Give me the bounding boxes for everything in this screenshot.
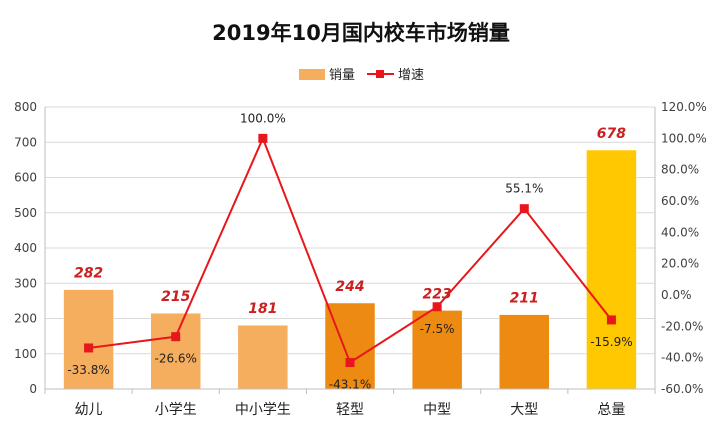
line-point [258, 133, 268, 143]
y-right-tick-label: -20.0% [661, 319, 703, 333]
line-value-label: -43.1% [329, 378, 371, 392]
line-point [345, 358, 355, 368]
line-value-label: -26.6% [154, 352, 196, 366]
y-right-tick-label: 80.0% [661, 163, 699, 177]
y-left-tick-label: 800 [14, 100, 37, 114]
line-value-label: 55.1% [505, 182, 543, 196]
x-tick-label: 中小学生 [235, 402, 291, 418]
y-left-tick-label: 0 [29, 382, 37, 396]
gridlines [45, 106, 655, 355]
y-right-tick-label: 20.0% [661, 257, 699, 271]
bar [237, 324, 289, 390]
y-right-tick-label: 60.0% [661, 194, 699, 208]
bar-value-label: 244 [335, 279, 364, 295]
bar-value-label: 282 [74, 266, 103, 282]
bar-value-label: 678 [597, 126, 626, 142]
x-tick-label: 总量 [597, 402, 625, 418]
line-value-label: -33.8% [67, 363, 109, 377]
line-point [171, 332, 181, 342]
y-left-tick-label: 600 [14, 171, 37, 185]
y-left-tick-label: 400 [14, 241, 37, 255]
y-right-tick-label: 0.0% [661, 288, 692, 302]
y-right-tick-label: -60.0% [661, 382, 703, 396]
line-series [84, 133, 616, 368]
bar-value-label: 215 [161, 289, 190, 305]
x-tick-label: 轻型 [336, 402, 364, 418]
line-value-label: -7.5% [420, 322, 455, 336]
line-point [606, 315, 616, 325]
line-point [519, 204, 529, 214]
y-right-tick-label: -40.0% [661, 351, 703, 365]
bar [63, 289, 114, 390]
y-right-tick-label: 100.0% [661, 131, 707, 145]
line-value-label: -15.9% [590, 335, 632, 349]
chart-title: 2019年10月国内校车市场销量 [212, 21, 510, 45]
line-point [84, 343, 94, 353]
line-value-label: 100.0% [240, 111, 286, 125]
bar [586, 149, 637, 390]
bar [499, 314, 550, 390]
x-tick-label: 大型 [510, 402, 538, 418]
legend-marker-growth [376, 70, 384, 78]
y-left-tick-label: 500 [14, 206, 37, 220]
y-left-tick-label: 300 [14, 276, 37, 290]
x-tick-label: 中型 [423, 402, 451, 418]
legend-label-growth: 增速 [398, 68, 424, 83]
y-left-tick-label: 100 [14, 347, 37, 361]
y-right-tick-label: 40.0% [661, 225, 699, 239]
bar-series [63, 149, 637, 390]
x-tick-label: 幼儿 [75, 402, 103, 418]
bar-value-label: 181 [248, 301, 277, 317]
line-point [432, 302, 442, 312]
bar-value-label: 211 [510, 291, 539, 307]
y-left-tick-label: 700 [14, 135, 37, 149]
y-left-tick-label: 200 [14, 312, 37, 326]
legend: 销量 增速 [299, 68, 424, 83]
legend-swatch-sales [299, 69, 325, 80]
bar-value-label: 223 [423, 286, 452, 302]
data-labels: 282 215 181 244 223 211 678 -33.8% -26.6% 100.0% -… [67, 111, 632, 391]
legend-label-sales: 销量 [329, 68, 355, 83]
y-right-tick-label: 120.0% [661, 100, 707, 114]
x-tick-label: 小学生 [155, 402, 197, 418]
axes: 0 100 200 300 400 500 600 700 800 -60.0% -40.0% -20… [14, 100, 707, 418]
